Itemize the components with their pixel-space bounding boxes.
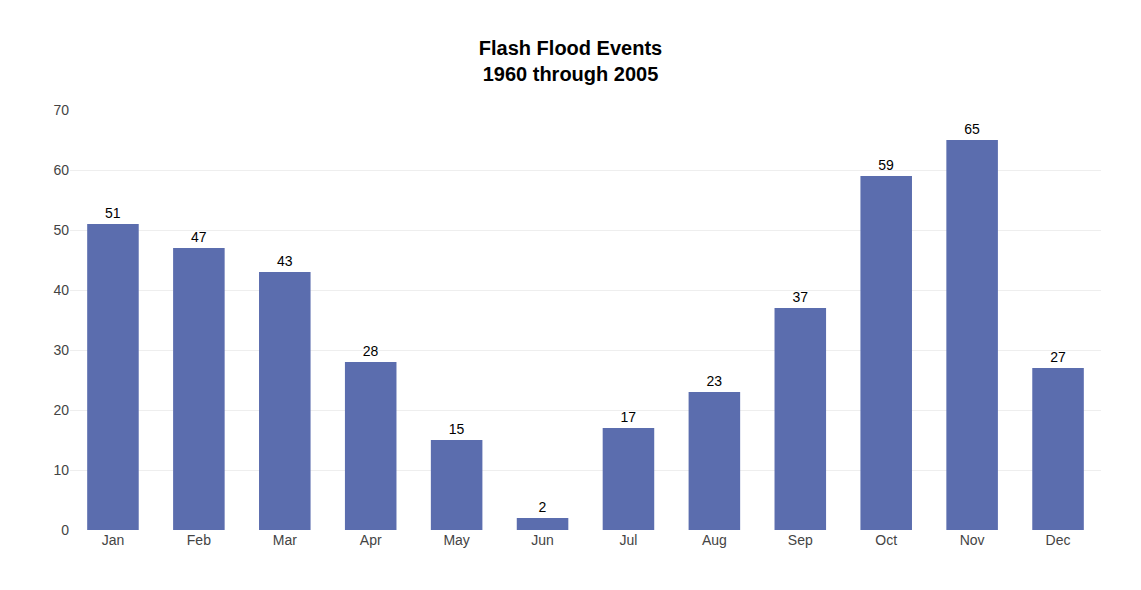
svg-text:0: 0 [61, 522, 69, 538]
svg-text:May: May [443, 532, 469, 548]
svg-text:Nov: Nov [960, 532, 985, 548]
svg-text:28: 28 [363, 343, 379, 359]
svg-text:47: 47 [191, 229, 207, 245]
svg-text:65: 65 [964, 121, 980, 137]
svg-text:27: 27 [1050, 349, 1066, 365]
svg-text:Sep: Sep [788, 532, 813, 548]
svg-text:Apr: Apr [360, 532, 382, 548]
svg-text:Dec: Dec [1046, 532, 1071, 548]
svg-text:43: 43 [277, 253, 293, 269]
svg-text:50: 50 [53, 222, 69, 238]
svg-text:40: 40 [53, 282, 69, 298]
svg-text:51: 51 [105, 205, 121, 221]
svg-text:30: 30 [53, 342, 69, 358]
svg-text:20: 20 [53, 402, 69, 418]
svg-text:Jun: Jun [531, 532, 554, 548]
svg-text:Mar: Mar [273, 532, 297, 548]
svg-text:23: 23 [706, 373, 722, 389]
svg-text:15: 15 [449, 421, 465, 437]
svg-text:70: 70 [53, 102, 69, 118]
svg-text:Jul: Jul [620, 532, 638, 548]
svg-text:Feb: Feb [187, 532, 211, 548]
svg-text:Oct: Oct [875, 532, 897, 548]
svg-text:Jan: Jan [102, 532, 125, 548]
svg-text:17: 17 [621, 409, 637, 425]
svg-text:Aug: Aug [702, 532, 727, 548]
svg-text:37: 37 [792, 289, 808, 305]
svg-text:10: 10 [53, 462, 69, 478]
svg-text:60: 60 [53, 162, 69, 178]
svg-text:2: 2 [539, 499, 547, 515]
svg-text:Flash Flood Events1960 through: Flash Flood Events1960 through 2005 [479, 37, 662, 85]
svg-text:59: 59 [878, 157, 894, 173]
